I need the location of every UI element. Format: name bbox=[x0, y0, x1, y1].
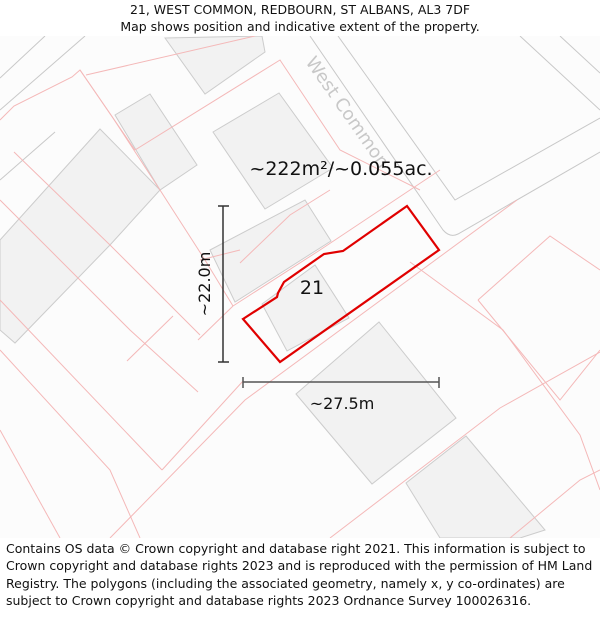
copyright-attribution: Contains OS data © Crown copyright and d… bbox=[6, 541, 593, 608]
property-address-title: 21, WEST COMMON, REDBOURN, ST ALBANS, AL… bbox=[129, 2, 471, 17]
property-boundary[interactable] bbox=[241, 204, 441, 364]
map-subtitle: Map shows position and indicative extent… bbox=[120, 19, 480, 34]
height-dimension-line bbox=[218, 205, 229, 363]
width-dimension-line bbox=[242, 377, 440, 388]
area-label: ~222m²/~0.055ac. bbox=[249, 158, 432, 180]
plot-number-label: 21 bbox=[300, 277, 324, 299]
height-dimension-label: ~22.0m bbox=[195, 252, 214, 317]
parcel-boundaries bbox=[0, 36, 600, 538]
building-footprints bbox=[0, 36, 546, 538]
map-header: 21, WEST COMMON, REDBOURN, ST ALBANS, AL… bbox=[0, 0, 600, 37]
road-outlines bbox=[0, 36, 600, 236]
width-dimension-label: ~27.5m bbox=[310, 394, 375, 413]
property-map[interactable]: West Common ~222m²/~0.055ac. 21 ~22.0m ~… bbox=[0, 36, 600, 538]
